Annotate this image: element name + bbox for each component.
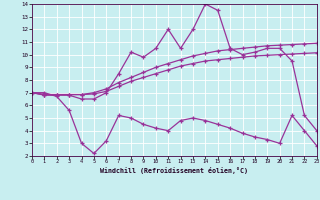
- X-axis label: Windchill (Refroidissement éolien,°C): Windchill (Refroidissement éolien,°C): [100, 167, 248, 174]
